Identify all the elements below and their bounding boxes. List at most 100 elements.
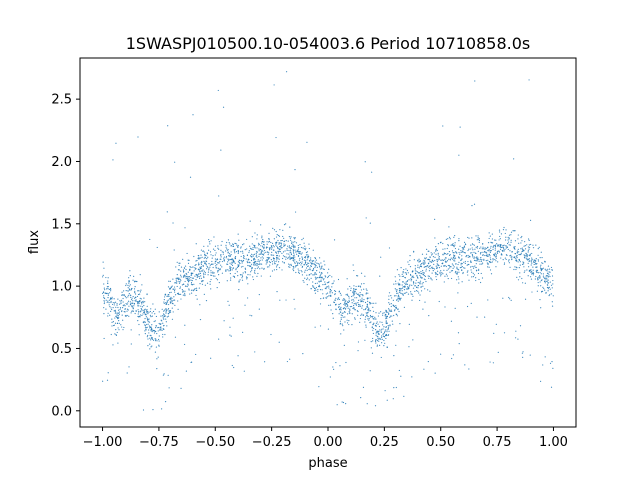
data-point: [476, 256, 478, 258]
data-point: [480, 260, 482, 262]
data-point: [399, 275, 401, 277]
data-point: [548, 271, 550, 273]
data-point: [294, 266, 297, 268]
data-point: [236, 266, 239, 269]
data-point: [398, 298, 400, 300]
data-point: [319, 266, 321, 268]
data-point: [312, 274, 314, 276]
data-point: [219, 261, 221, 263]
data-point: [424, 266, 426, 268]
data-point: [497, 245, 499, 247]
data-point: [321, 272, 323, 274]
data-point: [205, 260, 208, 262]
data-point: [385, 316, 387, 318]
data-point: [344, 304, 346, 306]
data-point: [250, 255, 252, 257]
data-point: [220, 264, 222, 266]
data-point: [160, 319, 162, 321]
data-point: [318, 263, 320, 265]
data-point: [260, 224, 262, 226]
data-point: [549, 281, 551, 283]
data-point: [346, 322, 349, 324]
data-point: [129, 270, 131, 272]
data-point: [425, 266, 427, 268]
data-point: [102, 276, 104, 278]
data-point: [308, 262, 310, 264]
data-point: [495, 266, 497, 268]
data-point: [225, 246, 227, 248]
data-point: [167, 307, 170, 310]
data-point: [357, 341, 360, 343]
data-point: [338, 313, 340, 315]
data-point: [369, 322, 371, 324]
data-point: [306, 256, 309, 258]
data-point: [232, 317, 234, 319]
data-point: [205, 268, 208, 270]
data-point: [271, 261, 273, 263]
data-point: [500, 253, 503, 255]
data-point: [449, 267, 451, 269]
data-point: [214, 275, 216, 277]
data-point: [294, 169, 296, 171]
data-point: [218, 268, 220, 270]
data-point: [210, 240, 212, 242]
data-point: [371, 352, 374, 354]
data-point: [266, 241, 268, 243]
data-point: [237, 355, 239, 357]
data-point: [275, 251, 277, 253]
data-point: [265, 247, 268, 249]
data-point: [415, 282, 417, 284]
data-point: [456, 273, 458, 275]
data-point: [385, 337, 387, 340]
data-point: [282, 251, 285, 253]
data-point: [454, 244, 456, 246]
data-point: [520, 252, 522, 254]
data-point: [195, 294, 197, 297]
data-point: [328, 295, 330, 297]
data-point: [490, 245, 492, 247]
data-point: [329, 292, 331, 294]
data-point: [529, 253, 531, 255]
data-point: [382, 314, 384, 316]
data-point: [279, 251, 281, 253]
data-point: [231, 258, 233, 260]
data-point: [154, 338, 156, 340]
data-point: [364, 321, 366, 323]
data-point: [495, 239, 497, 241]
data-point: [327, 272, 329, 274]
data-point: [395, 290, 398, 293]
data-point: [398, 369, 400, 372]
data-point: [395, 283, 397, 285]
data-point: [488, 250, 490, 252]
data-point: [503, 250, 505, 252]
data-point: [444, 248, 446, 250]
data-point: [102, 261, 104, 263]
data-point: [292, 269, 295, 272]
data-point: [275, 260, 277, 263]
data-point: [174, 161, 176, 163]
data-point: [253, 257, 256, 259]
data-point: [305, 260, 307, 262]
data-point: [345, 294, 347, 296]
data-point: [397, 292, 399, 294]
data-point: [303, 264, 305, 266]
data-point: [341, 401, 343, 403]
data-point: [316, 270, 318, 272]
data-point: [469, 266, 472, 268]
data-point: [277, 261, 280, 263]
data-point: [352, 307, 354, 309]
data-point: [532, 266, 534, 268]
data-point: [371, 302, 373, 304]
data-point: [462, 247, 464, 249]
data-point: [539, 257, 541, 259]
data-point: [456, 271, 458, 273]
data-point: [279, 229, 281, 231]
data-point: [131, 305, 133, 308]
data-point: [203, 251, 205, 253]
data-point: [125, 284, 127, 287]
data-point: [516, 260, 518, 262]
data-point: [229, 268, 232, 270]
data-point: [380, 256, 382, 258]
data-point: [108, 302, 110, 304]
data-point: [275, 230, 277, 233]
